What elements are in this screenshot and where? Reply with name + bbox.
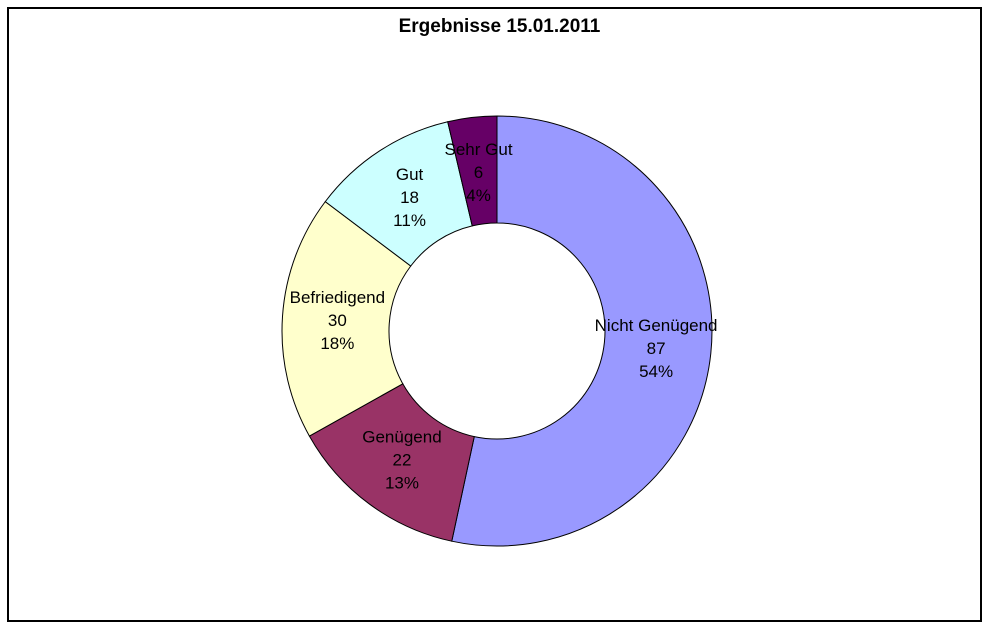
segment-label-gut: Gut 18 11% — [393, 165, 426, 230]
segment-label-befriedigend: Befriedigend 30 18% — [290, 288, 385, 353]
donut-segment-sehr-gut — [447, 115, 498, 227]
segment-label-sehr-gut: Sehr Gut 6 4% — [445, 140, 513, 205]
donut-segment-nicht-gen-gend — [451, 115, 713, 547]
segment-label-nicht-gen-gend: Nicht Genügend 87 54% — [595, 316, 718, 381]
chart-title: Ergebnisse 15.01.2011 — [398, 16, 601, 37]
segment-label-gen-gend: Genügend 22 13% — [362, 428, 441, 493]
donut-segment-befriedigend — [281, 200, 412, 437]
